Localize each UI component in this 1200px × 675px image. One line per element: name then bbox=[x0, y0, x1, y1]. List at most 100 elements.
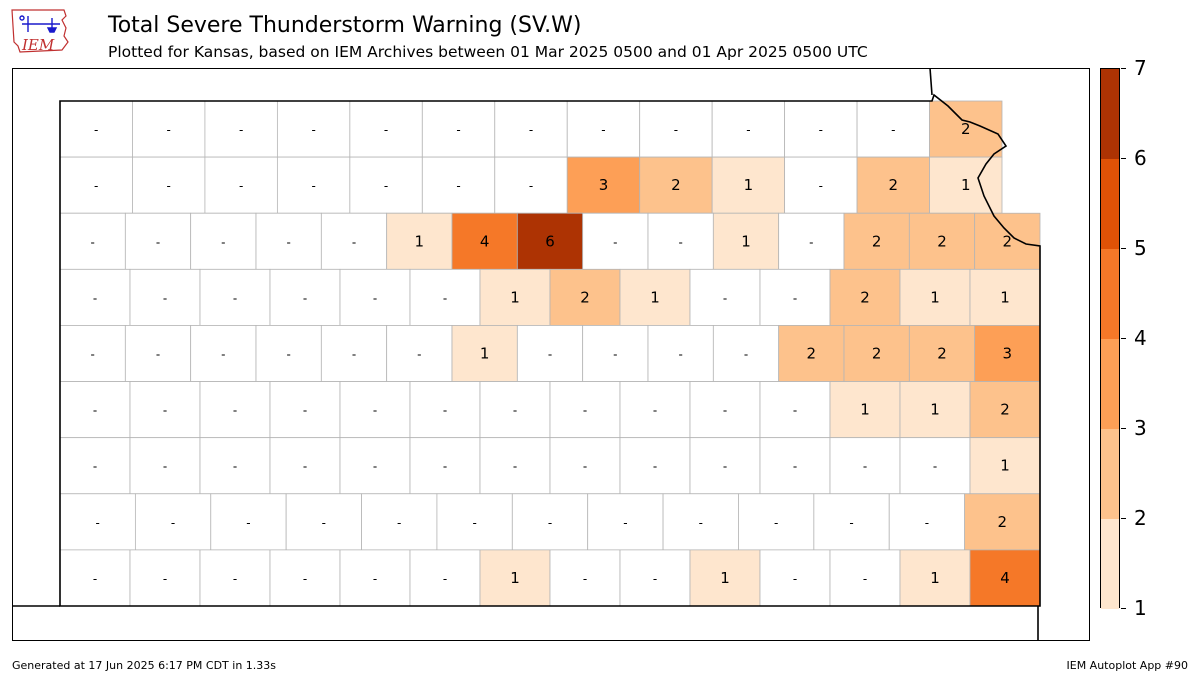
county-value-label: - bbox=[933, 460, 937, 474]
colorbar-tick bbox=[1121, 338, 1126, 339]
county-cell bbox=[549, 549, 621, 607]
county-value-label: - bbox=[793, 572, 797, 586]
county-value-label: - bbox=[456, 179, 460, 193]
county-value-label: - bbox=[456, 123, 460, 137]
county-cell bbox=[516, 212, 584, 270]
county-value-label: - bbox=[678, 348, 682, 362]
kansas-county-map: - - - - - - - - - - - - 2 - - - - - - - 3 2 1 - 2 1 - - - - - 1 4 6 - - 1 - 2 2… bbox=[12, 68, 1090, 641]
county-value-label: - bbox=[163, 291, 167, 305]
county-cell bbox=[199, 549, 271, 607]
county-cell bbox=[712, 212, 780, 270]
county-value-label: - bbox=[373, 404, 377, 418]
county-value-label: - bbox=[601, 123, 605, 137]
county-cell bbox=[361, 493, 438, 551]
county-cell bbox=[711, 156, 786, 214]
county-cell bbox=[204, 100, 278, 158]
county-value-label: - bbox=[163, 460, 167, 474]
colorbar-tick bbox=[1121, 248, 1126, 249]
county-cell bbox=[829, 381, 901, 439]
county-value-label: - bbox=[548, 348, 552, 362]
county-cell bbox=[969, 549, 1041, 607]
county-value-label: - bbox=[529, 123, 533, 137]
county-value-label: - bbox=[163, 404, 167, 418]
county-cell bbox=[479, 381, 551, 439]
county-value-label: 1 bbox=[510, 569, 520, 587]
colorbar-tick bbox=[1121, 158, 1126, 159]
iem-logo-text: IEM bbox=[21, 36, 55, 54]
county-value-label: 4 bbox=[480, 232, 490, 250]
county-cell bbox=[619, 437, 691, 495]
county-cell bbox=[899, 437, 971, 495]
county-cell bbox=[784, 100, 858, 158]
county-value-label: - bbox=[94, 179, 98, 193]
county-value-label: - bbox=[653, 460, 657, 474]
county-value-label: - bbox=[443, 404, 447, 418]
county-value-label: - bbox=[233, 460, 237, 474]
county-cell bbox=[339, 381, 411, 439]
county-value-label: 1 bbox=[930, 401, 940, 419]
county-cell bbox=[587, 493, 664, 551]
county-cell bbox=[829, 437, 901, 495]
county-value-label: 1 bbox=[930, 569, 940, 587]
county-value-label: - bbox=[397, 516, 401, 530]
county-value-label: - bbox=[239, 179, 243, 193]
county-cell bbox=[129, 437, 201, 495]
county-value-label: 2 bbox=[937, 232, 947, 250]
county-cell bbox=[549, 437, 621, 495]
county-value-label: - bbox=[94, 123, 98, 137]
county-value-label: - bbox=[699, 516, 703, 530]
county-value-label: - bbox=[96, 516, 100, 530]
county-value-label: - bbox=[583, 460, 587, 474]
county-value-label: - bbox=[221, 235, 225, 249]
county-cell bbox=[856, 156, 930, 214]
colorbar-tick-label: 7 bbox=[1134, 56, 1147, 80]
colorbar-segment bbox=[1101, 159, 1119, 249]
county-value-label: - bbox=[653, 404, 657, 418]
county-cell bbox=[199, 268, 271, 326]
county-value-label: - bbox=[93, 291, 97, 305]
county-cell bbox=[204, 156, 278, 214]
county-value-label: - bbox=[746, 123, 750, 137]
county-value-label: 1 bbox=[480, 345, 490, 363]
map-title: Total Severe Thunderstorm Warning (SV.W) bbox=[108, 13, 582, 38]
county-value-label: - bbox=[774, 516, 778, 530]
iem-logo: IEM bbox=[8, 6, 72, 60]
county-value-label: 2 bbox=[872, 345, 882, 363]
county-cell bbox=[210, 493, 287, 551]
county-value-label: 1 bbox=[860, 401, 870, 419]
county-cell bbox=[619, 381, 691, 439]
map-subtitle: Plotted for Kansas, based on IEM Archive… bbox=[108, 43, 868, 61]
county-value-label: - bbox=[583, 404, 587, 418]
county-cell bbox=[124, 325, 192, 382]
county-value-label: - bbox=[472, 516, 476, 530]
colorbar-tick bbox=[1121, 68, 1126, 69]
county-cell bbox=[129, 549, 201, 607]
county-value-label: - bbox=[417, 348, 421, 362]
county-cell bbox=[129, 381, 201, 439]
county-cell bbox=[339, 268, 411, 326]
county-cell bbox=[479, 268, 551, 326]
county-value-label: 1 bbox=[510, 288, 520, 306]
county-cell bbox=[494, 156, 568, 214]
county-value-label: - bbox=[221, 348, 225, 362]
county-value-label: - bbox=[93, 572, 97, 586]
county-cell bbox=[129, 268, 201, 326]
county-value-label: 1 bbox=[741, 232, 751, 250]
county-label-layer: - - - - - - - - - - - - 2 - - - - - - - 3 2 1 - 2 1 - - - - - 1 4 6 - - 1 - 2 2… bbox=[90, 120, 1012, 587]
county-cell bbox=[134, 493, 212, 551]
county-cell bbox=[59, 212, 126, 270]
county-value-label: - bbox=[819, 179, 823, 193]
county-value-label: - bbox=[809, 235, 813, 249]
county-value-label: - bbox=[286, 348, 290, 362]
county-cell bbox=[451, 325, 518, 382]
county-value-label: 2 bbox=[1003, 232, 1013, 250]
county-value-label: - bbox=[163, 572, 167, 586]
county-cell bbox=[813, 493, 890, 551]
county-value-label: 2 bbox=[807, 345, 817, 363]
county-cell bbox=[908, 212, 976, 270]
county-value-label: - bbox=[303, 460, 307, 474]
county-value-label: - bbox=[322, 516, 326, 530]
colorbar-segment bbox=[1101, 429, 1119, 519]
county-value-label: - bbox=[352, 348, 356, 362]
colorbar-segment bbox=[1101, 339, 1119, 429]
